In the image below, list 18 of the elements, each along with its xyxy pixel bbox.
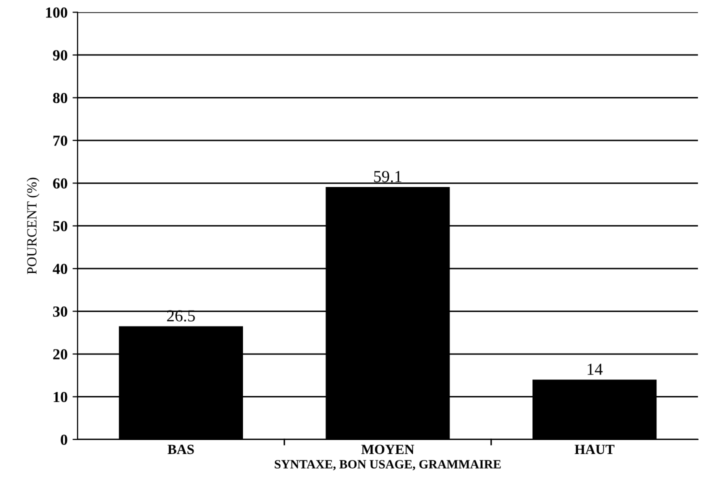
y-tick-label: 70 <box>53 136 68 146</box>
x-tick-label: MOYEN <box>361 444 414 454</box>
x-tick-label: BAS <box>168 444 194 454</box>
y-tick-label: 20 <box>53 349 68 360</box>
y-tick-label: 90 <box>52 50 68 60</box>
y-axis-title: POURCENT (%) <box>26 178 40 274</box>
y-tick-label: 60 <box>53 178 68 189</box>
data-label: 59.1 <box>374 171 402 182</box>
data-label: 14 <box>588 364 603 375</box>
y-tick-label: 10 <box>54 392 68 402</box>
y-tick-label: 40 <box>52 264 68 274</box>
y-tick-label: 50 <box>53 221 68 232</box>
y-tick-label: 0 <box>60 434 68 445</box>
x-tick-label: HAUT <box>574 444 614 454</box>
x-axis-title: SYNTAXE, BON USAGE, GRAMMAIRE <box>274 460 501 470</box>
y-tick-label: 100 <box>46 7 68 18</box>
y-tick-label: 80 <box>53 92 68 104</box>
y-tick-label: 30 <box>53 306 68 317</box>
